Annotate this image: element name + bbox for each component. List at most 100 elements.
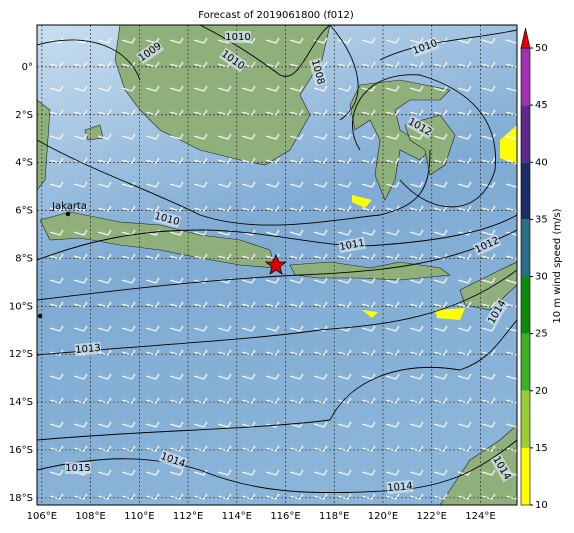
wind-barb [97,229,112,236]
wind-barb [337,373,352,380]
wind-barb [97,133,112,140]
wind-barb [337,37,352,44]
wind-barb [73,229,88,236]
wind-barb [409,109,424,116]
wind-barb [385,37,400,44]
colorbar-tick-label: 10 [535,500,548,511]
wind-barb [337,493,352,500]
wind-barb [193,469,208,476]
y-tick-label: 8°S [15,253,33,264]
wind-barb [73,157,88,164]
wind-barb [289,133,304,140]
wind-barb [217,373,232,380]
wind-barb [169,469,184,476]
wind-barb [505,375,517,380]
wind-barb [241,349,256,356]
wind-barb [97,181,112,188]
wind-barb [265,325,280,332]
contour-label: 1015 [65,463,90,474]
wind-barb [49,253,64,260]
wind-barb [241,253,256,260]
wind-barb [313,421,328,428]
wind-barb [145,397,160,404]
wind-barb [457,205,472,212]
wind-barb [49,373,64,380]
wind-barb [457,133,472,140]
wind-barb [169,277,184,284]
contour-label-bg [490,453,514,483]
wind-barb [265,373,280,380]
wind-barb [73,421,88,428]
wind-barb [97,109,112,116]
contour-label-bg [410,36,440,58]
map-frame [36,24,518,506]
wind-barb [505,63,517,68]
wind-barb [361,421,376,428]
wind-barb [289,253,304,260]
wind-barb [265,181,280,188]
wind-barb [49,325,64,332]
colorbar-tick-label: 30 [535,272,548,283]
wind-barb [409,493,424,500]
lesser-sunda [289,261,451,281]
wind-barb [385,277,400,284]
wind-barb [337,229,352,236]
wind-barb [49,445,64,452]
wind-barb [337,277,352,284]
wind-barb [385,469,400,476]
wind-barb [265,397,280,404]
wind-barb [265,109,280,116]
wind-barb [313,37,328,44]
wind-barb [409,181,424,188]
wind-barb [337,397,352,404]
wind-barb [265,205,280,212]
y-tick-label: 4°S [15,158,33,169]
wind-barb [97,469,112,476]
wind-barb [217,157,232,164]
wind-barb [193,157,208,164]
wind-barb [385,445,400,452]
wind-barb [49,61,64,68]
wind-barb [481,133,496,140]
wind-barb [145,61,160,68]
wind-barb [217,421,232,428]
wind-barb [505,423,517,428]
wind-barb [193,325,208,332]
contour-label: 1011 [339,238,366,253]
wind-barb [97,301,112,308]
wind-barb [121,493,136,500]
wind-barb [265,61,280,68]
wind-barb [169,109,184,116]
wind-barb [169,373,184,380]
wind-barb [289,421,304,428]
wind-barb [361,445,376,452]
wind-barb [385,373,400,380]
wind-barb [457,37,472,44]
wind-barb [361,397,376,404]
wind-barb [97,421,112,428]
wind-barb [169,157,184,164]
wind-barb [505,279,517,284]
wind-barb [361,181,376,188]
wind-barb [457,325,472,332]
colorbar-tick-label: 45 [535,100,548,111]
wind-barb [121,421,136,428]
wind-barb [193,421,208,428]
wind-barb [241,85,256,92]
wind-barb [97,61,112,68]
wind-barb [361,109,376,116]
wind-barb [193,229,208,236]
wind-barb [313,157,328,164]
wind-barb [481,397,496,404]
wind-barb [217,469,232,476]
wind-barb [289,325,304,332]
wind-barb [241,205,256,212]
wind-barb [241,277,256,284]
wind-barb [361,301,376,308]
wind-barb [409,397,424,404]
wind-barb [169,325,184,332]
wind-barb [361,205,376,212]
wind-barb [169,493,184,500]
wind-barb [361,373,376,380]
wind-barb [265,229,280,236]
